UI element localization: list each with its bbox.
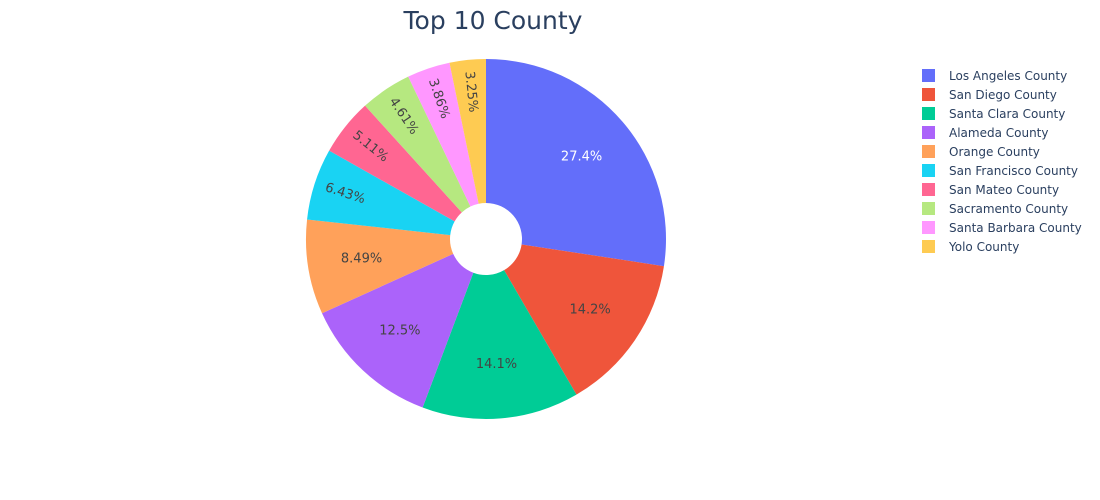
- legend-label: Los Angeles County: [949, 68, 1068, 83]
- legend-item[interactable]: San Francisco County: [922, 161, 1082, 180]
- legend-item[interactable]: Los Angeles County: [922, 66, 1082, 85]
- pie-slice-label: 3.25%: [461, 70, 480, 113]
- legend-item[interactable]: San Diego County: [922, 85, 1082, 104]
- legend-label: San Mateo County: [949, 182, 1060, 197]
- legend-swatch: [922, 164, 935, 177]
- pie-slice[interactable]: [306, 219, 454, 314]
- legend-item[interactable]: Orange County: [922, 142, 1082, 161]
- pie-slice[interactable]: [307, 150, 455, 236]
- legend-swatch: [922, 88, 935, 101]
- pie-slice[interactable]: [449, 59, 486, 204]
- legend-swatch: [922, 145, 935, 158]
- pie-slice[interactable]: [408, 62, 479, 207]
- legend-swatch: [922, 69, 935, 82]
- pie-slice-label: 14.2%: [569, 302, 610, 317]
- pie-slice-label: 14.1%: [476, 357, 517, 372]
- legend-label: San Diego County: [949, 87, 1057, 102]
- chart-title: Top 10 County: [403, 6, 583, 35]
- legend-item[interactable]: Santa Clara County: [922, 104, 1082, 123]
- legend-swatch: [922, 221, 935, 234]
- legend-label: Santa Clara County: [949, 106, 1066, 121]
- pie-slice-label: 12.5%: [379, 323, 420, 338]
- legend-label: Sacramento County: [949, 201, 1069, 216]
- legend-item[interactable]: Alameda County: [922, 123, 1082, 142]
- pie-slice[interactable]: [329, 105, 462, 222]
- legend-label: Orange County: [949, 144, 1040, 159]
- legend-label: Yolo County: [949, 239, 1020, 254]
- pie-slice-label: 8.49%: [341, 251, 382, 266]
- legend-swatch: [922, 126, 935, 139]
- pie-slice-labels: 27.4%14.2%14.1%12.5%8.49%6.43%5.11%4.61%…: [323, 70, 611, 372]
- legend-label: Alameda County: [949, 125, 1049, 140]
- legend-swatch: [922, 240, 935, 253]
- pie-slice[interactable]: [486, 59, 666, 267]
- legend-swatch: [922, 183, 935, 196]
- pie-slice[interactable]: [365, 76, 471, 213]
- chart-legend: Los Angeles County San Diego County Santa …: [922, 66, 1082, 256]
- legend-label: Santa Barbara County: [949, 220, 1082, 235]
- pie-slice[interactable]: [322, 253, 474, 408]
- legend-swatch: [922, 202, 935, 215]
- legend-swatch: [922, 107, 935, 120]
- legend-label: San Francisco County: [949, 163, 1078, 178]
- legend-item[interactable]: San Mateo County: [922, 180, 1082, 199]
- legend-item[interactable]: Yolo County: [922, 237, 1082, 256]
- legend-item[interactable]: Santa Barbara County: [922, 218, 1082, 237]
- pie-slice[interactable]: [504, 244, 664, 395]
- pie-slices: [306, 59, 666, 419]
- pie-slice-label: 27.4%: [561, 149, 602, 164]
- legend-item[interactable]: Sacramento County: [922, 199, 1082, 218]
- pie-slice[interactable]: [422, 270, 577, 419]
